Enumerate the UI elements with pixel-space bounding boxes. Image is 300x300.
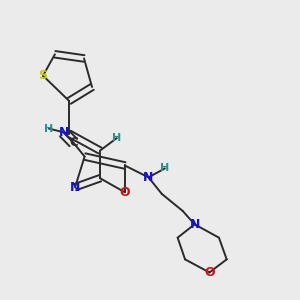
Text: N: N <box>58 126 69 139</box>
Text: S: S <box>38 69 47 82</box>
Text: O: O <box>119 186 130 199</box>
Text: O: O <box>204 266 215 279</box>
Text: N: N <box>189 218 200 231</box>
Text: H: H <box>160 164 170 173</box>
Text: N: N <box>70 181 80 194</box>
Text: H: H <box>112 133 121 143</box>
Text: N: N <box>143 171 154 184</box>
Text: H: H <box>44 124 54 134</box>
Text: C: C <box>69 136 78 149</box>
